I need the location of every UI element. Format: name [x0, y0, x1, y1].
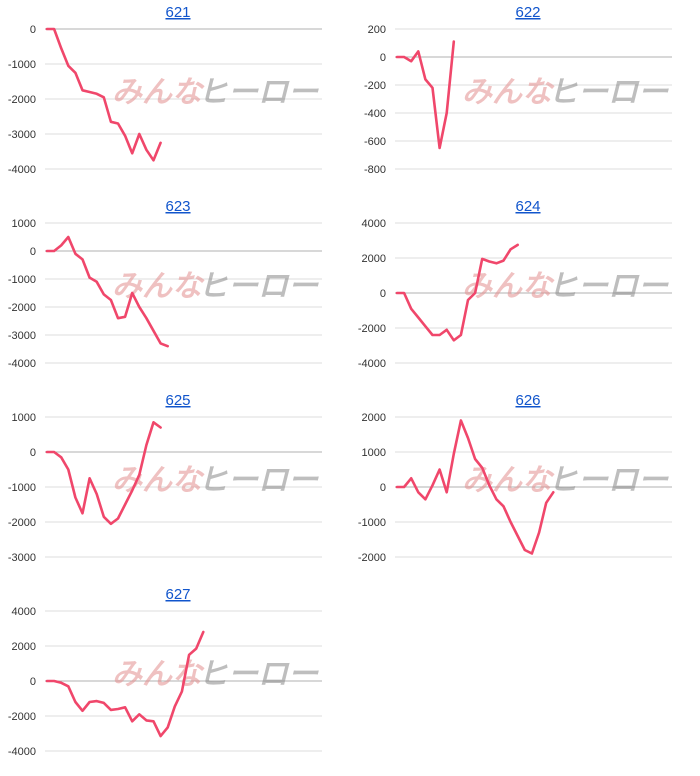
chart-title-link[interactable]: 622 [515, 4, 540, 21]
y-tick-label: -4000 [358, 358, 386, 370]
watermark-text-left: みんな [112, 464, 205, 497]
watermark-text-right: ヒーロー [548, 76, 669, 109]
series-line [395, 243, 519, 342]
watermark-text-left: みんな [112, 76, 205, 109]
chart-panel-621: 621 0 -1000 -2000 -3000 -4000 みんな ヒーロー [0, 0, 350, 190]
y-tick-label: -200 [364, 80, 386, 92]
y-tick-label: 4000 [12, 606, 36, 618]
y-tick-label: -3000 [8, 129, 36, 141]
y-tick-label: -1000 [358, 517, 386, 529]
y-tick-label: 1000 [12, 412, 36, 424]
watermark-text-left: みんな [112, 658, 205, 691]
chart-panel-626: 626 2000 1000 0 -1000 -2000 みんな ヒーロー [350, 388, 700, 578]
y-tick-label: -3000 [8, 330, 36, 342]
chart-panel-623: 623 1000 0 -1000 -2000 -3000 -4000 みんな ヒーロー [0, 194, 350, 384]
chart-title-link[interactable]: 626 [515, 392, 540, 409]
watermark-text-right: ヒーロー [198, 464, 319, 497]
chart-title-link[interactable]: 623 [165, 198, 190, 215]
y-tick-label: -2000 [8, 94, 36, 106]
chart-panel-624: 624 4000 2000 0 -2000 -4000 みんな ヒーロー [350, 194, 700, 384]
series-line [45, 630, 205, 738]
y-tick-label: -800 [364, 164, 386, 176]
y-tick-label: -400 [364, 108, 386, 120]
y-tick-label: -2000 [8, 517, 36, 529]
chart-title-link[interactable]: 627 [165, 586, 190, 603]
watermark-text-left: みんな [112, 270, 205, 303]
y-tick-label: -2000 [358, 323, 386, 335]
y-tick-label: 1000 [12, 218, 36, 230]
chart-title-link[interactable]: 621 [165, 4, 190, 21]
chart-panel-627: 627 4000 2000 0 -2000 -4000 みんな ヒーロー [0, 582, 350, 776]
chart-panel-625: 625 1000 0 -1000 -2000 -3000 みんな ヒーロー [0, 388, 350, 578]
y-tick-label: 0 [30, 24, 36, 36]
y-tick-label: 0 [380, 52, 386, 64]
y-tick-label: -4000 [8, 746, 36, 758]
y-tick-label: 1000 [362, 447, 386, 459]
y-tick-label: 0 [380, 482, 386, 494]
y-tick-label: -3000 [8, 552, 36, 564]
y-tick-label: 2000 [12, 641, 36, 653]
watermark-text-right: ヒーロー [198, 76, 319, 109]
chart-title-link[interactable]: 624 [515, 198, 540, 215]
series-line [45, 235, 169, 348]
watermark-text-right: ヒーロー [198, 658, 319, 691]
y-tick-label: -600 [364, 136, 386, 148]
y-tick-label: -2000 [358, 552, 386, 564]
y-tick-label: 0 [30, 676, 36, 688]
watermark-text-left: みんな [462, 76, 555, 109]
y-tick-label: 4000 [362, 218, 386, 230]
y-tick-label: 200 [368, 24, 386, 36]
y-tick-label: 0 [380, 288, 386, 300]
y-tick-label: 2000 [362, 412, 386, 424]
y-tick-label: -1000 [8, 482, 36, 494]
y-tick-label: -1000 [8, 274, 36, 286]
series-line [395, 40, 456, 150]
series-line [395, 419, 555, 555]
watermark-text-left: みんな [462, 464, 555, 497]
series-line [45, 27, 162, 162]
chart-panel-622: 622 200 0 -200 -400 -600 -800 みんな ヒーロー [350, 0, 700, 190]
watermark-text-right: ヒーロー [548, 270, 669, 303]
chart-title-link[interactable]: 625 [165, 392, 190, 409]
series-line [45, 420, 162, 526]
y-tick-label: -2000 [8, 302, 36, 314]
y-tick-label: -4000 [8, 164, 36, 176]
y-tick-label: 2000 [362, 253, 386, 265]
y-tick-label: 0 [30, 246, 36, 258]
y-tick-label: 0 [30, 447, 36, 459]
y-tick-label: -4000 [8, 358, 36, 370]
watermark-text-right: ヒーロー [548, 464, 669, 497]
y-tick-label: -2000 [8, 711, 36, 723]
y-tick-label: -1000 [8, 59, 36, 71]
watermark-text-right: ヒーロー [198, 270, 319, 303]
